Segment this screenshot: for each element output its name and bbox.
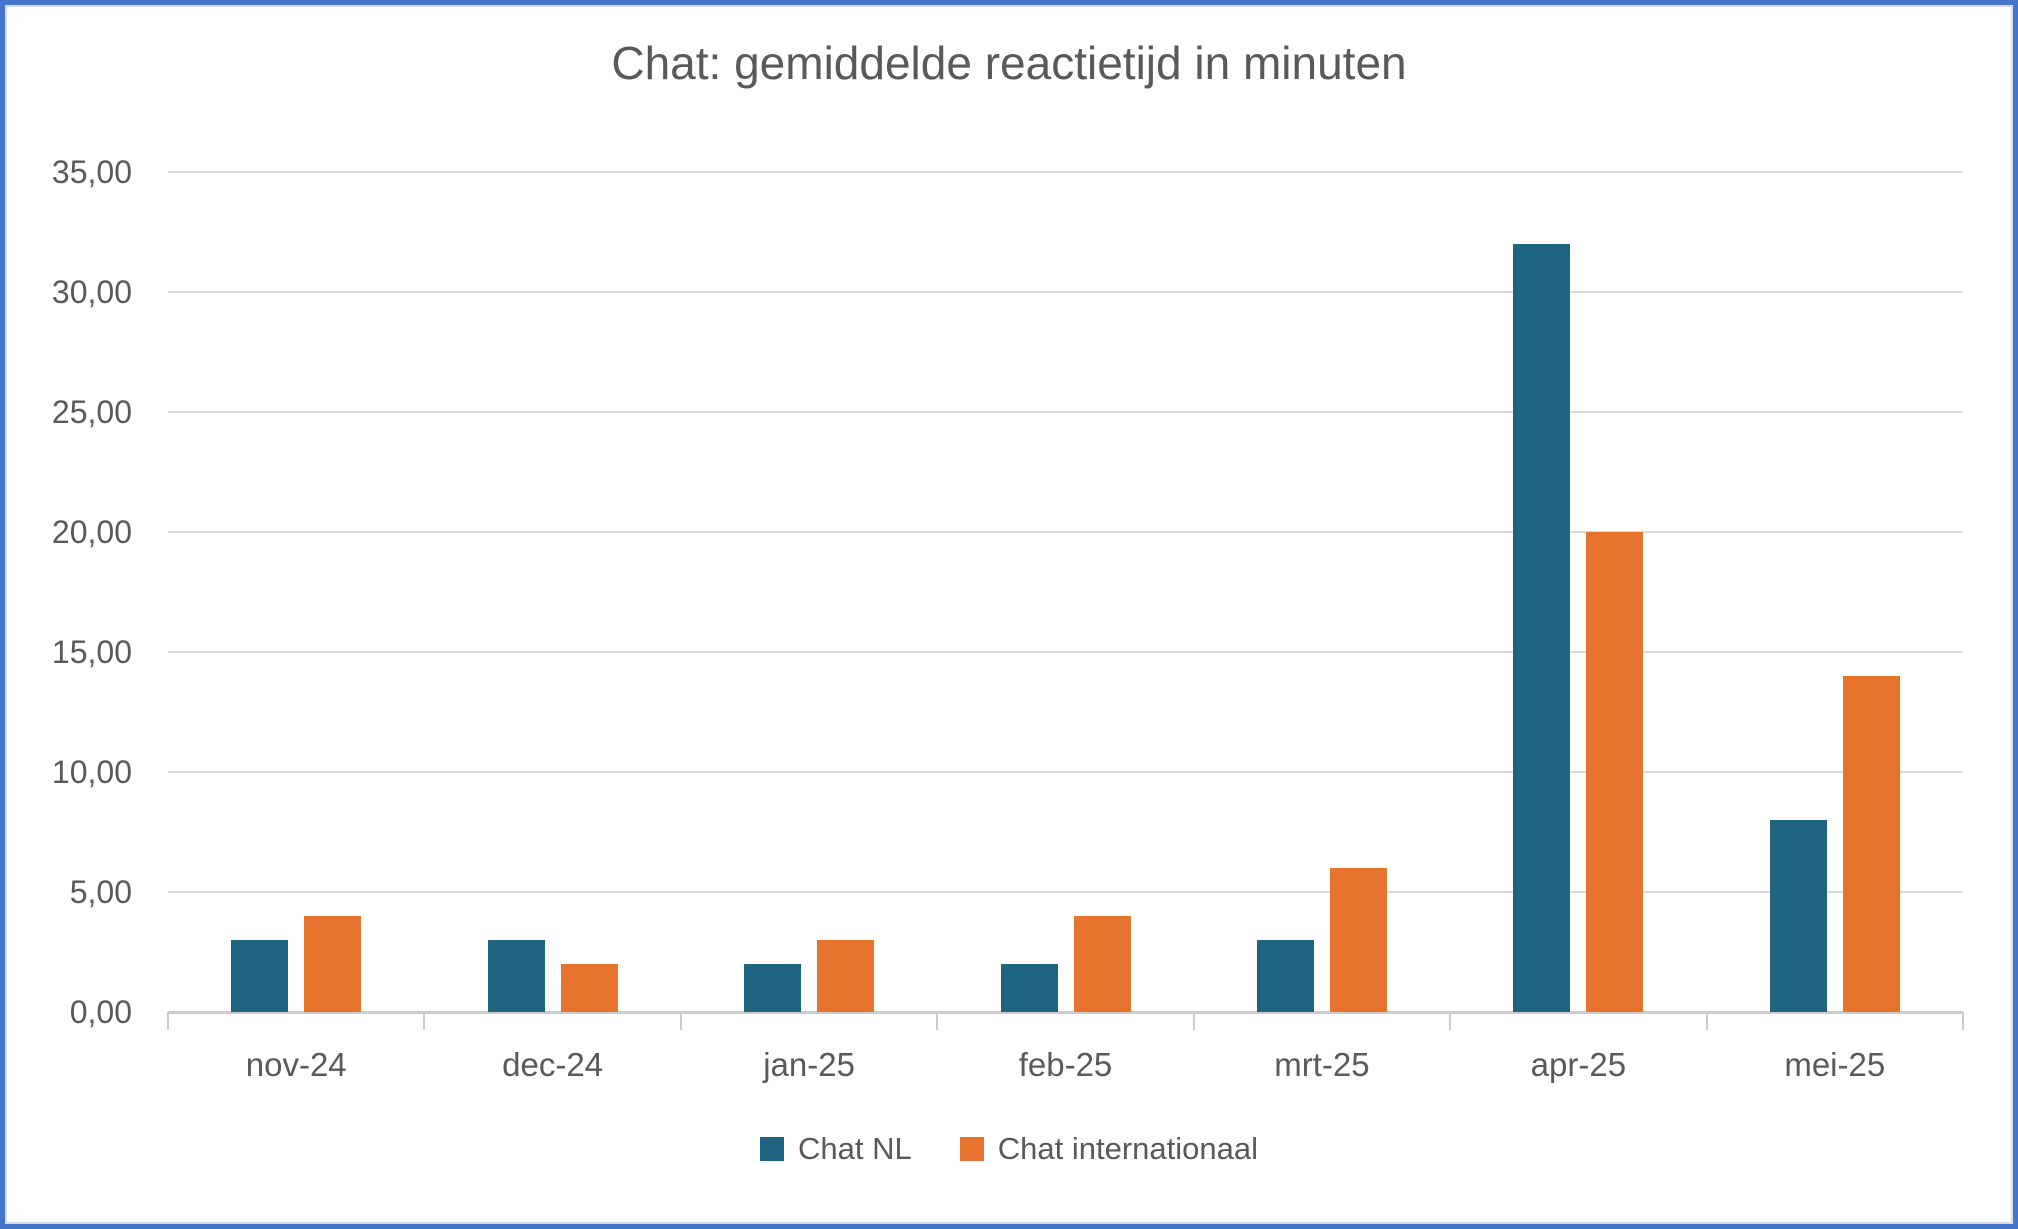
y-axis-label: 0,00 <box>69 994 132 1030</box>
y-axis-label: 25,00 <box>51 394 132 430</box>
chart-title: Chat: gemiddelde reactietijd in minuten <box>611 37 1407 89</box>
bar-chat-internationaal-jan-25[interactable] <box>817 940 875 1012</box>
bar-chat-nl-jan-25[interactable] <box>744 964 802 1012</box>
bar-chat-internationaal-dec-24[interactable] <box>560 964 618 1012</box>
x-axis-label-nov-24: nov-24 <box>245 1046 347 1083</box>
legend-swatch-chat-internationaal <box>959 1137 984 1161</box>
chart-canvas: Chat: gemiddelde reactietijd in minuten … <box>7 7 2011 1222</box>
bar-chat-internationaal-mrt-25[interactable] <box>1329 868 1387 1012</box>
x-axis-tick <box>1705 1012 1708 1030</box>
gridline <box>168 771 1963 773</box>
x-axis-line <box>168 1011 1963 1014</box>
y-axis-label: 10,00 <box>51 754 132 790</box>
y-axis-label: 15,00 <box>51 634 132 670</box>
bar-chat-nl-mei-25[interactable] <box>1769 820 1827 1012</box>
gridline <box>168 891 1963 893</box>
x-axis-label-feb-25: feb-25 <box>1018 1046 1113 1083</box>
bar-chat-nl-feb-25[interactable] <box>1000 964 1058 1012</box>
x-axis-tick <box>167 1012 169 1030</box>
gridline <box>168 411 1963 413</box>
x-axis-label-mrt-25: mrt-25 <box>1274 1046 1370 1083</box>
y-axis-label: 30,00 <box>51 274 132 310</box>
x-axis-tick <box>423 1012 426 1030</box>
bar-chat-nl-apr-25[interactable] <box>1513 244 1571 1012</box>
legend-item-chat-internationaal[interactable]: Chat internationaal <box>959 1131 1258 1167</box>
bar-chat-nl-mrt-25[interactable] <box>1256 940 1314 1012</box>
x-axis-label-dec-24: dec-24 <box>502 1046 604 1083</box>
x-axis-tick <box>1449 1012 1452 1030</box>
gridline <box>168 171 1963 173</box>
x-axis-label-mei-25: mei-25 <box>1784 1046 1886 1083</box>
y-axis-label: 35,00 <box>51 154 132 190</box>
bar-chat-internationaal-nov-24[interactable] <box>304 916 362 1012</box>
legend-item-chat-nl[interactable]: Chat NL <box>760 1131 912 1167</box>
bar-chat-internationaal-feb-25[interactable] <box>1073 916 1131 1012</box>
x-axis-tick <box>1192 1012 1195 1030</box>
x-axis-tick <box>1962 1012 1964 1030</box>
gridline <box>168 531 1963 533</box>
gridline <box>168 651 1963 653</box>
bar-chat-nl-dec-24[interactable] <box>487 940 545 1012</box>
bar-chat-internationaal-apr-25[interactable] <box>1586 532 1644 1012</box>
x-axis-label-jan-25: jan-25 <box>763 1046 855 1083</box>
x-axis-label-apr-25: apr-25 <box>1530 1046 1627 1083</box>
legend-label: Chat NL <box>798 1131 912 1166</box>
legend: Chat NL Chat internationaal <box>7 1131 2011 1167</box>
bar-chat-internationaal-mei-25[interactable] <box>1842 676 1900 1012</box>
y-axis-label: 5,00 <box>69 874 132 910</box>
legend-label: Chat internationaal <box>997 1131 1258 1166</box>
x-axis-tick <box>679 1012 682 1030</box>
bar-chat-nl-nov-24[interactable] <box>231 940 289 1012</box>
y-axis-label: 20,00 <box>51 514 132 550</box>
gridline <box>168 291 1963 293</box>
legend-swatch-chat-nl <box>760 1137 785 1161</box>
x-axis-tick <box>936 1012 939 1030</box>
